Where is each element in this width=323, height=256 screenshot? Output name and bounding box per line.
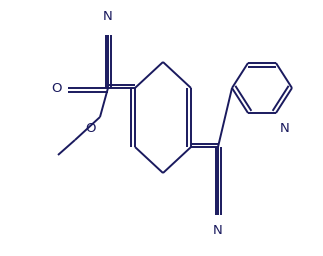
Text: N: N (213, 223, 223, 237)
Text: O: O (86, 122, 96, 134)
Text: O: O (52, 81, 62, 94)
Text: N: N (103, 9, 113, 23)
Text: N: N (280, 122, 290, 134)
